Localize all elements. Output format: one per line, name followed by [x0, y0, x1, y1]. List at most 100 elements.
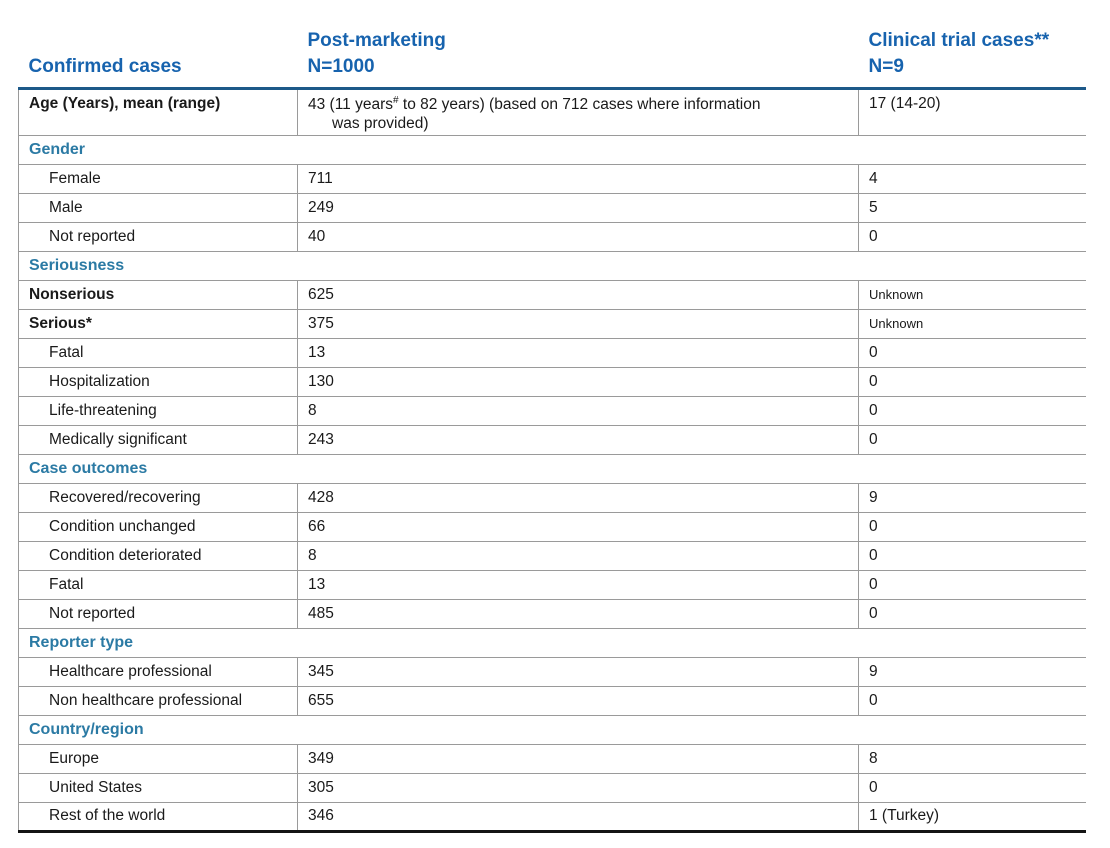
section-header-row: Country/region: [18, 714, 1086, 744]
row-label: Serious*: [18, 308, 298, 338]
table-row: Medically significant 243 0: [18, 424, 1086, 454]
row-label: United States: [18, 772, 298, 802]
row-label: Condition unchanged: [18, 511, 298, 541]
confirmed-cases-table: Confirmed cases Post-marketing N=1000 Cl…: [18, 0, 1086, 833]
table-row: United States 305 0: [18, 772, 1086, 802]
cell-clinical-trial: 9: [858, 656, 1086, 686]
cell-post-marketing: 485: [297, 598, 859, 628]
cell-post-marketing: 655: [297, 685, 859, 715]
column-header-label: Confirmed cases: [28, 55, 182, 77]
cell-clinical-trial: 0: [858, 366, 1086, 396]
table-row: Condition unchanged 66 0: [18, 511, 1086, 541]
table-row: Male 249 5: [18, 192, 1086, 222]
cell-post-marketing: 8: [297, 395, 859, 425]
table-header-row: Confirmed cases Post-marketing N=1000 Cl…: [18, 0, 1086, 90]
cell-clinical-trial: 0: [858, 424, 1086, 454]
section-header-row: Reporter type: [18, 627, 1086, 657]
section-header-row: Seriousness: [18, 250, 1086, 280]
row-label: Recovered/recovering: [18, 482, 298, 512]
row-label: Fatal: [18, 569, 298, 599]
row-label: Medically significant: [18, 424, 298, 454]
column-header-n-count: N=1000: [307, 55, 375, 77]
row-label: Not reported: [18, 221, 298, 251]
cell-post-marketing: 428: [297, 482, 859, 512]
cell-post-marketing: 40: [297, 221, 859, 251]
table-row: Healthcare professional 345 9: [18, 656, 1086, 686]
column-header-label: Post-marketing: [307, 29, 446, 51]
column-header-n-count: N=9: [868, 55, 904, 77]
table-row-age: Age (Years), mean (range) 43 (11 years# …: [18, 87, 1086, 135]
column-header-confirmed-cases: Confirmed cases: [18, 0, 298, 90]
table-row: Serious* 375 Unknown: [18, 308, 1086, 338]
cell-clinical-trial: 0: [858, 337, 1086, 367]
cell-post-marketing: 346: [297, 801, 859, 833]
section-header-row: Case outcomes: [18, 453, 1086, 483]
table-row: Hospitalization 130 0: [18, 366, 1086, 396]
row-label: Female: [18, 163, 298, 193]
cell-clinical-trial: 9: [858, 482, 1086, 512]
cell-clinical-trial: 0: [858, 685, 1086, 715]
cell-post-marketing: 43 (11 years# to 82 years) (based on 712…: [297, 87, 859, 135]
cell-clinical-trial: 0: [858, 221, 1086, 251]
age-value-text: 43 (11 years# to 82 years) (based on 712…: [308, 94, 761, 132]
section-title: Case outcomes: [18, 453, 1086, 483]
cell-post-marketing: 130: [297, 366, 859, 396]
cell-post-marketing: 8: [297, 540, 859, 570]
section-header-row: Gender: [18, 134, 1086, 164]
cell-post-marketing: 625: [297, 279, 859, 309]
section-title: Reporter type: [18, 627, 1086, 657]
cell-post-marketing: 305: [297, 772, 859, 802]
table-row: Recovered/recovering 428 9: [18, 482, 1086, 512]
row-label: Rest of the world: [18, 801, 298, 833]
table-row: Fatal 13 0: [18, 337, 1086, 367]
cell-clinical-trial: 0: [858, 395, 1086, 425]
row-label: Age (Years), mean (range): [18, 87, 298, 135]
cell-post-marketing: 66: [297, 511, 859, 541]
section-title: Gender: [18, 134, 1086, 164]
cell-clinical-trial: 0: [858, 511, 1086, 541]
cell-clinical-trial: 1 (Turkey): [858, 801, 1086, 833]
cell-post-marketing: 711: [297, 163, 859, 193]
table-row: Europe 349 8: [18, 743, 1086, 773]
column-header-post-marketing: Post-marketing N=1000: [297, 0, 859, 90]
column-header-clinical-trial: Clinical trial cases** N=9: [858, 0, 1086, 90]
row-label: Healthcare professional: [18, 656, 298, 686]
column-header-label: Clinical trial cases**: [868, 29, 1050, 51]
row-label: Hospitalization: [18, 366, 298, 396]
cell-post-marketing: 249: [297, 192, 859, 222]
cell-clinical-trial: 8: [858, 743, 1086, 773]
cell-clinical-trial: 0: [858, 598, 1086, 628]
table-row: Fatal 13 0: [18, 569, 1086, 599]
row-label: Nonserious: [18, 279, 298, 309]
cell-post-marketing: 13: [297, 569, 859, 599]
row-label: Fatal: [18, 337, 298, 367]
row-label: Male: [18, 192, 298, 222]
row-label: Non healthcare professional: [18, 685, 298, 715]
table-row: Non healthcare professional 655 0: [18, 685, 1086, 715]
cell-clinical-trial: 5: [858, 192, 1086, 222]
table-row: Female 711 4: [18, 163, 1086, 193]
cell-clinical-trial: 4: [858, 163, 1086, 193]
cell-clinical-trial: 17 (14-20): [858, 87, 1086, 135]
cell-post-marketing: 243: [297, 424, 859, 454]
row-label: Life-threatening: [18, 395, 298, 425]
cell-post-marketing: 345: [297, 656, 859, 686]
table-row: Condition deteriorated 8 0: [18, 540, 1086, 570]
section-title: Country/region: [18, 714, 1086, 744]
row-label: Condition deteriorated: [18, 540, 298, 570]
cell-clinical-trial: 0: [858, 540, 1086, 570]
table-row: Not reported 40 0: [18, 221, 1086, 251]
cell-clinical-trial: 0: [858, 772, 1086, 802]
row-label: Not reported: [18, 598, 298, 628]
table-row: Life-threatening 8 0: [18, 395, 1086, 425]
cell-post-marketing: 375: [297, 308, 859, 338]
cell-post-marketing: 13: [297, 337, 859, 367]
row-label: Europe: [18, 743, 298, 773]
table-row: Nonserious 625 Unknown: [18, 279, 1086, 309]
table-row: Rest of the world 346 1 (Turkey): [18, 801, 1086, 833]
cell-clinical-trial: Unknown: [858, 279, 1086, 309]
section-title: Seriousness: [18, 250, 1086, 280]
footnote-marker: #: [393, 94, 399, 106]
cell-clinical-trial: Unknown: [858, 308, 1086, 338]
cell-post-marketing: 349: [297, 743, 859, 773]
